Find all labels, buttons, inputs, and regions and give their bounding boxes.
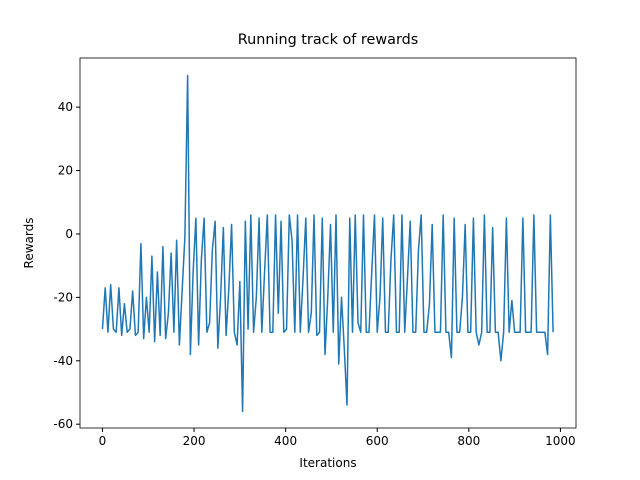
x-tick-label: 400: [274, 434, 297, 448]
y-axis-label: Rewards: [22, 218, 36, 269]
y-tick-label: -20: [53, 290, 73, 304]
x-tick-label: 800: [457, 434, 480, 448]
x-tick-label: 1000: [545, 434, 576, 448]
y-tick-label: 0: [65, 227, 73, 241]
y-tick-label: -40: [53, 354, 73, 368]
x-axis-label: Iterations: [299, 456, 356, 470]
y-tick-label: -60: [53, 417, 73, 431]
data-line: [101, 74, 554, 413]
x-tick-label: 0: [99, 434, 107, 448]
y-tick-label: 40: [58, 100, 73, 114]
plot-frame: [79, 57, 577, 429]
y-tick-label: 20: [58, 164, 73, 178]
chart-title: Running track of rewards: [238, 32, 419, 48]
x-tick-label: 600: [366, 434, 389, 448]
x-tick-label: 200: [183, 434, 206, 448]
